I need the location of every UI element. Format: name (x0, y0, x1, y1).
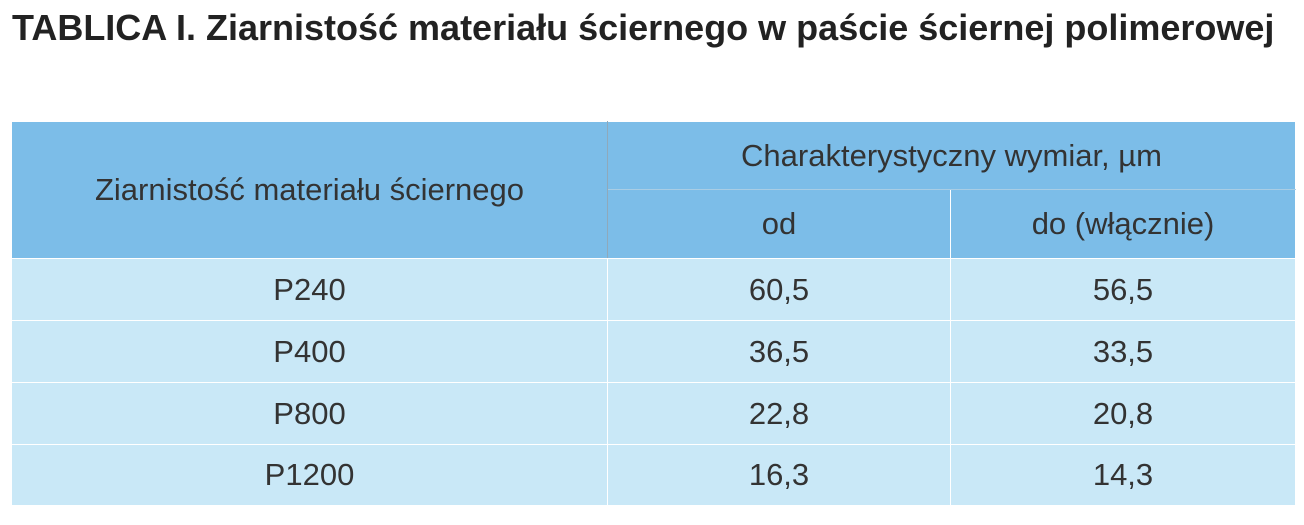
cell-grain: P800 (11, 382, 608, 445)
cell-from: 22,8 (607, 382, 951, 445)
cell-to: 20,8 (950, 382, 1296, 445)
cell-grain: P1200 (11, 444, 608, 506)
cell-from: 16,3 (607, 444, 951, 506)
cell-grain: P400 (11, 320, 608, 383)
header-from: od (607, 189, 951, 259)
header-characteristic-dimension: Charakterystyczny wymiar, µm (607, 121, 1296, 190)
cell-to: 56,5 (950, 258, 1296, 321)
cell-from: 60,5 (607, 258, 951, 321)
cell-to: 14,3 (950, 444, 1296, 506)
header-to-inclusive: do (włącznie) (950, 189, 1296, 259)
table-row: P800 22,8 20,8 (11, 382, 1296, 445)
table-subheader-row: od do (włącznie) (12, 189, 1296, 259)
table-row: P240 60,5 56,5 (11, 258, 1296, 321)
table-row: P1200 16,3 14,3 (11, 444, 1296, 506)
grain-size-table: Ziarnistość materiału ściernego Charakte… (11, 121, 1296, 506)
header-grain-size: Ziarnistość materiału ściernego (11, 121, 608, 259)
cell-to: 33,5 (950, 320, 1296, 383)
cell-from: 36,5 (607, 320, 951, 383)
table-caption: TABLICA I. Ziarnistość materiału ścierne… (12, 7, 1275, 48)
table-header-row: Ziarnistość materiału ściernego Charakte… (11, 121, 1296, 259)
cell-grain: P240 (11, 258, 608, 321)
table-row: P400 36,5 33,5 (11, 320, 1296, 383)
